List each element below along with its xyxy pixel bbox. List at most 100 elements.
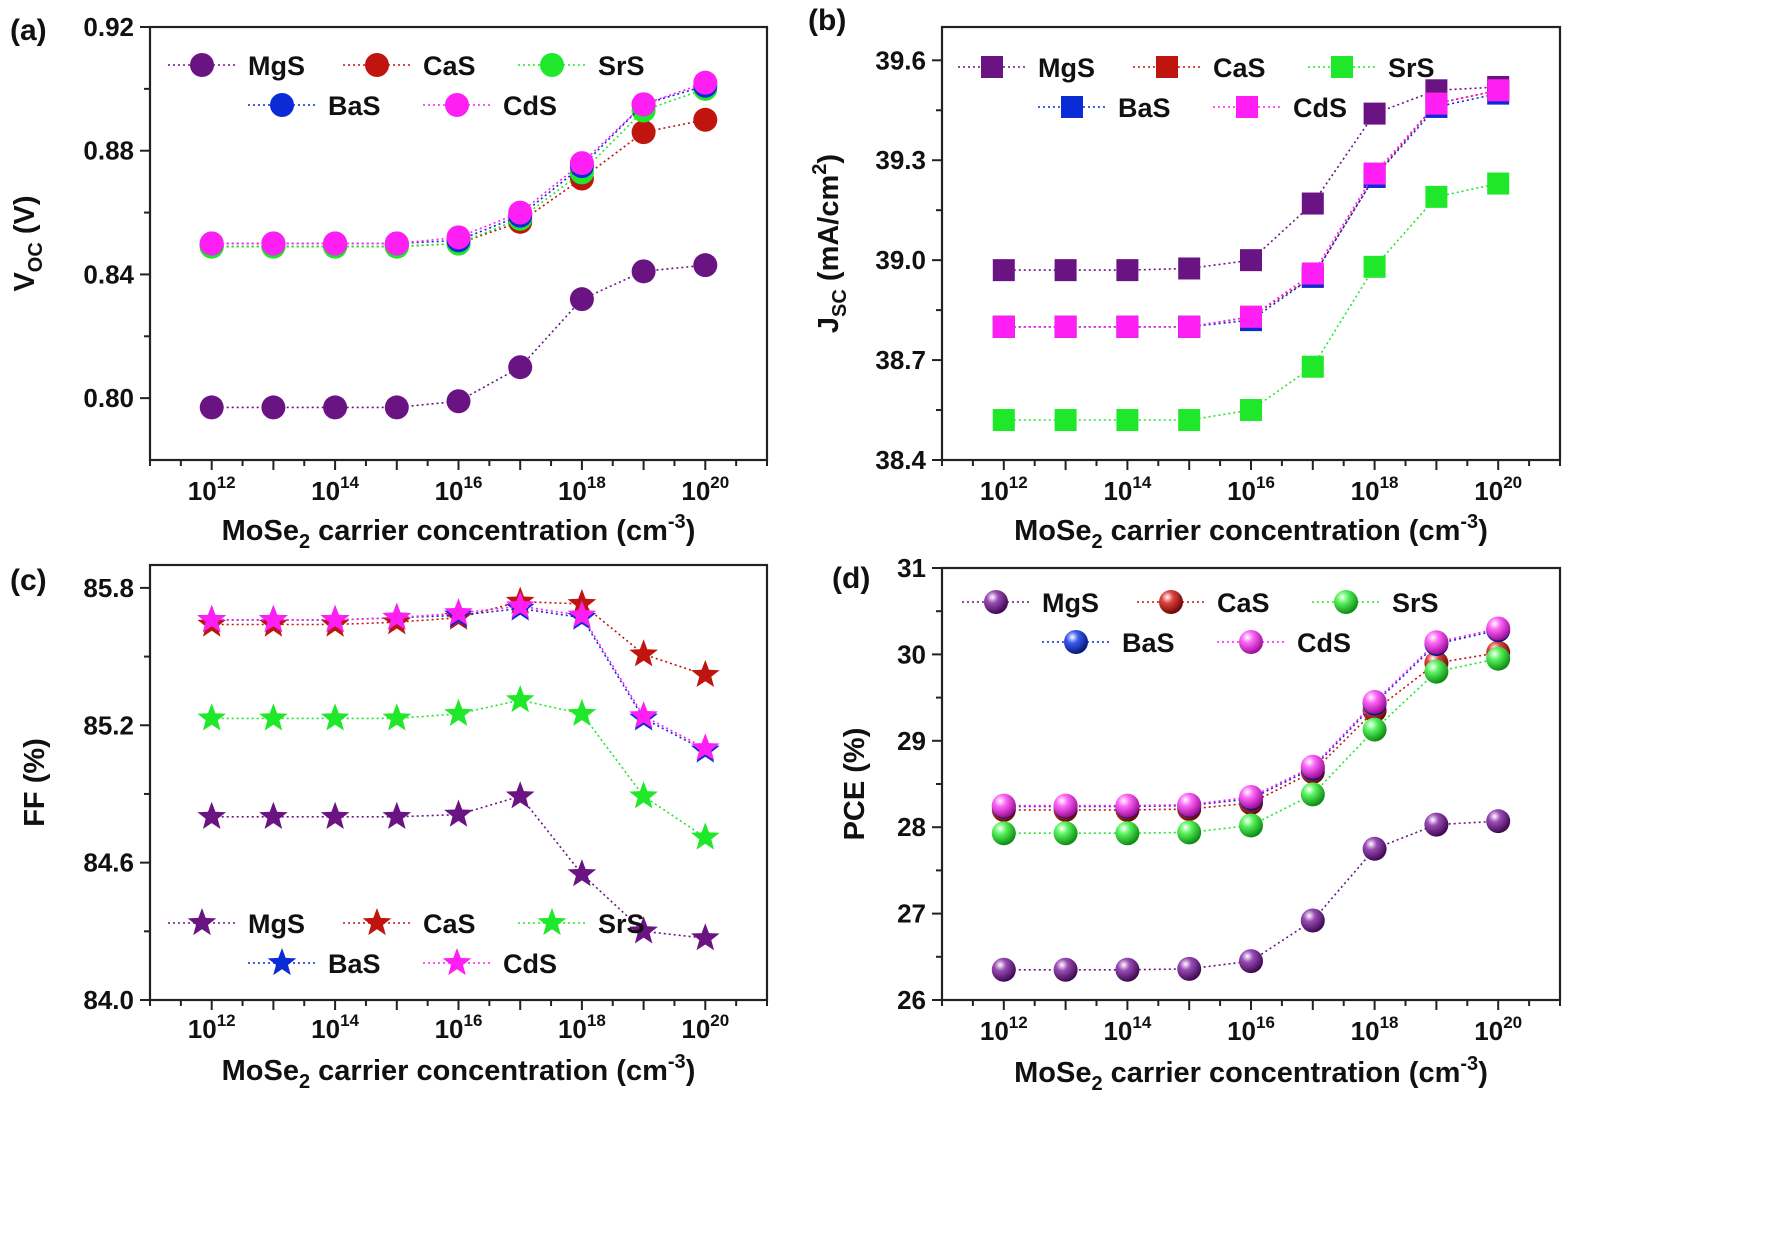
data-point-MgS [991,957,1016,982]
data-point-MgS [199,395,224,420]
data-point-MgS [505,781,535,809]
legend-marker-MgS [190,53,214,77]
data-point-CaS [631,120,656,145]
x-axis-title: MoSe2 carrier concentration (cm-3) [1014,1053,1488,1095]
y-axis-title: JSC (mA/cm2) [809,154,851,333]
legend-label: BaS [1122,628,1175,658]
data-point-CdS [261,231,286,256]
data-point-CdS [691,733,720,761]
series-line-BaS [211,607,706,752]
y-tick-label: 39.0 [875,245,926,275]
data-point-CdS [384,231,409,256]
data-point-MgS [508,355,533,380]
legend-item-CaS: CaS [1137,588,1270,618]
data-point-MgS [197,801,226,829]
series-line-CaS [1003,651,1499,811]
data-point-MgS [382,801,412,829]
legend-marker-CdS [442,948,472,976]
data-point-MgS [1178,257,1201,280]
data-point-CdS [1301,262,1324,285]
data-point-CdS [569,151,594,176]
data-point-CdS [444,598,473,626]
panel-label: (a) [10,14,47,47]
y-tick-label: 84.6 [83,848,134,878]
data-point-MgS [1363,102,1386,125]
data-point-SrS [1240,399,1262,422]
series-CdS [992,79,1510,338]
legend-label: BaS [1118,93,1171,123]
x-tick-label: 1014 [311,1011,359,1044]
data-point-SrS [1054,409,1077,432]
legend-marker-SrS [1331,56,1353,78]
x-tick-label: 1016 [1227,473,1275,506]
data-point-SrS [1363,255,1386,278]
legend-item-MgS: MgS [962,588,1099,618]
panel-label: (d) [832,562,870,595]
data-point-CdS [446,225,471,250]
legend-marker-BaS [267,948,297,976]
data-point-MgS [259,801,288,829]
data-point-CdS [1115,793,1140,818]
series-line-MgS [1003,820,1499,971]
data-point-MgS [261,395,286,420]
x-tick-label: 1020 [681,473,729,506]
data-point-CdS [1054,315,1077,338]
y-axis-title: FF (%) [19,738,51,827]
data-point-MgS [444,799,473,827]
data-point-CdS [1424,630,1449,655]
y-tick-label: 0.92 [83,12,134,42]
y-tick-label: 39.3 [875,145,926,175]
data-point-SrS [1362,717,1387,742]
data-point-SrS [197,703,226,731]
data-point-SrS [991,821,1016,846]
data-point-CdS [1240,305,1262,328]
y-tick-label: 28 [897,812,926,842]
panel-b: 1012 1014 1016 1018 1020 38.4 38.7 39.0 39.3 39.6… [808,4,1562,553]
y-tick-label: 0.84 [83,259,134,289]
data-point-CdS [1178,315,1201,338]
x-tick-label: 1018 [1351,1013,1399,1046]
data-point-MgS [323,395,348,420]
data-point-MgS [1424,812,1449,837]
legend-item-CaS: CaS [343,51,476,81]
x-tick-label: 1014 [1103,1013,1151,1046]
series-MgS [199,253,718,420]
legend-item-BaS: BaS [248,948,381,979]
data-point-SrS [1053,821,1078,846]
data-point-CdS [508,200,533,225]
data-point-MgS [384,395,409,420]
legend-label: BaS [328,949,381,979]
data-point-MgS [1300,908,1325,933]
y-tick-label: 26 [897,985,926,1015]
panel-a: 1012 1014 1016 1018 1020 0.80 0.84 0.88 0.92 MoSe… [9,12,769,553]
series-SrS [991,646,1511,846]
legend-label: MgS [248,51,305,81]
legend: MgS CaS SrS BaS CdS [962,588,1439,658]
legend-label: SrS [1388,53,1435,83]
legend-item-BaS: BaS [248,91,381,121]
y-tick-label: 85.2 [83,710,134,740]
legend-label: CaS [423,909,476,939]
y-tick-label: 27 [897,899,926,929]
legend-label: CdS [503,949,557,979]
data-point-MgS [1177,956,1202,981]
panel-label: (b) [808,4,846,37]
data-point-MgS [1362,836,1387,861]
legend-item-SrS: SrS [518,908,645,939]
data-point-CdS [382,602,412,630]
legend-label: SrS [1392,588,1439,618]
data-point-SrS [1424,659,1449,684]
data-point-MgS [1301,192,1324,215]
data-point-MgS [1486,809,1511,834]
series-CdS [197,591,720,761]
panel-c: 1012 1014 1016 1018 1020 84.0 84.6 85.2 85.8 MoSe… [10,563,769,1093]
y-axis-title: VOC (V) [9,195,47,291]
panel-label: (c) [10,564,47,597]
legend-marker-BaS [1061,96,1083,118]
x-tick-label: 1020 [681,1011,729,1044]
legend-marker-SrS [537,908,567,936]
series-line-CaS [1003,89,1499,328]
legend-item-MgS: MgS [168,51,305,81]
data-point-MgS [1116,259,1139,282]
data-point-CdS [323,231,348,256]
